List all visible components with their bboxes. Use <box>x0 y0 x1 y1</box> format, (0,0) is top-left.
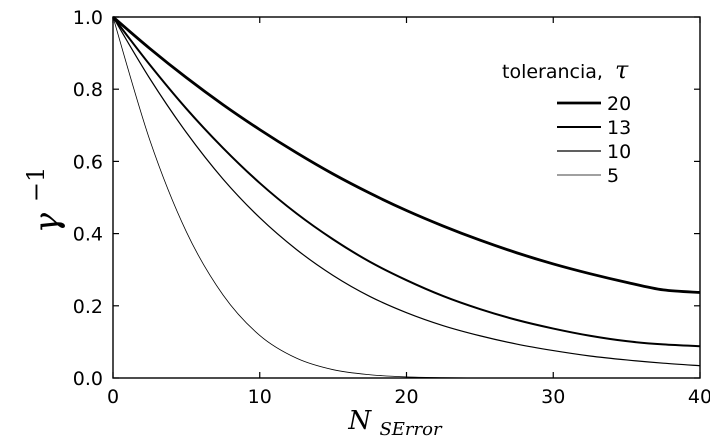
y-tick-label: 0.0 <box>73 368 103 390</box>
y-tick-label: 0.2 <box>73 296 103 318</box>
legend-title-symbol: τ <box>615 56 629 84</box>
x-tick-label: 20 <box>394 386 418 408</box>
legend-label-5: 5 <box>607 165 619 187</box>
series-line-5 <box>112 16 700 379</box>
x-tick-label: 10 <box>248 386 272 408</box>
axes: 0 10 20 30 40 0.0 0.2 0.4 0.6 0.8 1.0 <box>73 7 710 408</box>
y-axis-label: γ −1 <box>22 167 67 234</box>
series-line-10 <box>112 16 701 367</box>
series-line-20 <box>112 15 701 294</box>
legend-label-20: 20 <box>607 93 631 115</box>
y-tick-label: 1.0 <box>73 7 103 29</box>
plot-frame <box>112 16 701 379</box>
x-axis-label-subscript: SError <box>379 419 443 440</box>
x-tick-label: 40 <box>688 386 710 408</box>
x-axis-label-main: N <box>347 406 372 436</box>
y-axis-label-main: γ <box>27 212 67 233</box>
series-lines <box>112 15 701 379</box>
legend-title-text: tolerancia, <box>502 61 603 83</box>
x-tick-label: 0 <box>107 386 119 408</box>
legend-label-13: 13 <box>607 117 631 139</box>
axis-labels: N SError γ −1 <box>22 167 443 440</box>
x-tick-label: 30 <box>541 386 565 408</box>
legend-title: tolerancia, τ <box>502 56 629 84</box>
series-line-13 <box>112 16 701 348</box>
y-tick-label: 0.8 <box>73 79 103 101</box>
x-axis-label: N SError <box>347 406 443 440</box>
y-axis-label-superscript: −1 <box>22 167 50 202</box>
y-tick-label: 0.4 <box>73 224 103 246</box>
legend-label-10: 10 <box>607 141 631 163</box>
y-tick-label: 0.6 <box>73 151 103 173</box>
